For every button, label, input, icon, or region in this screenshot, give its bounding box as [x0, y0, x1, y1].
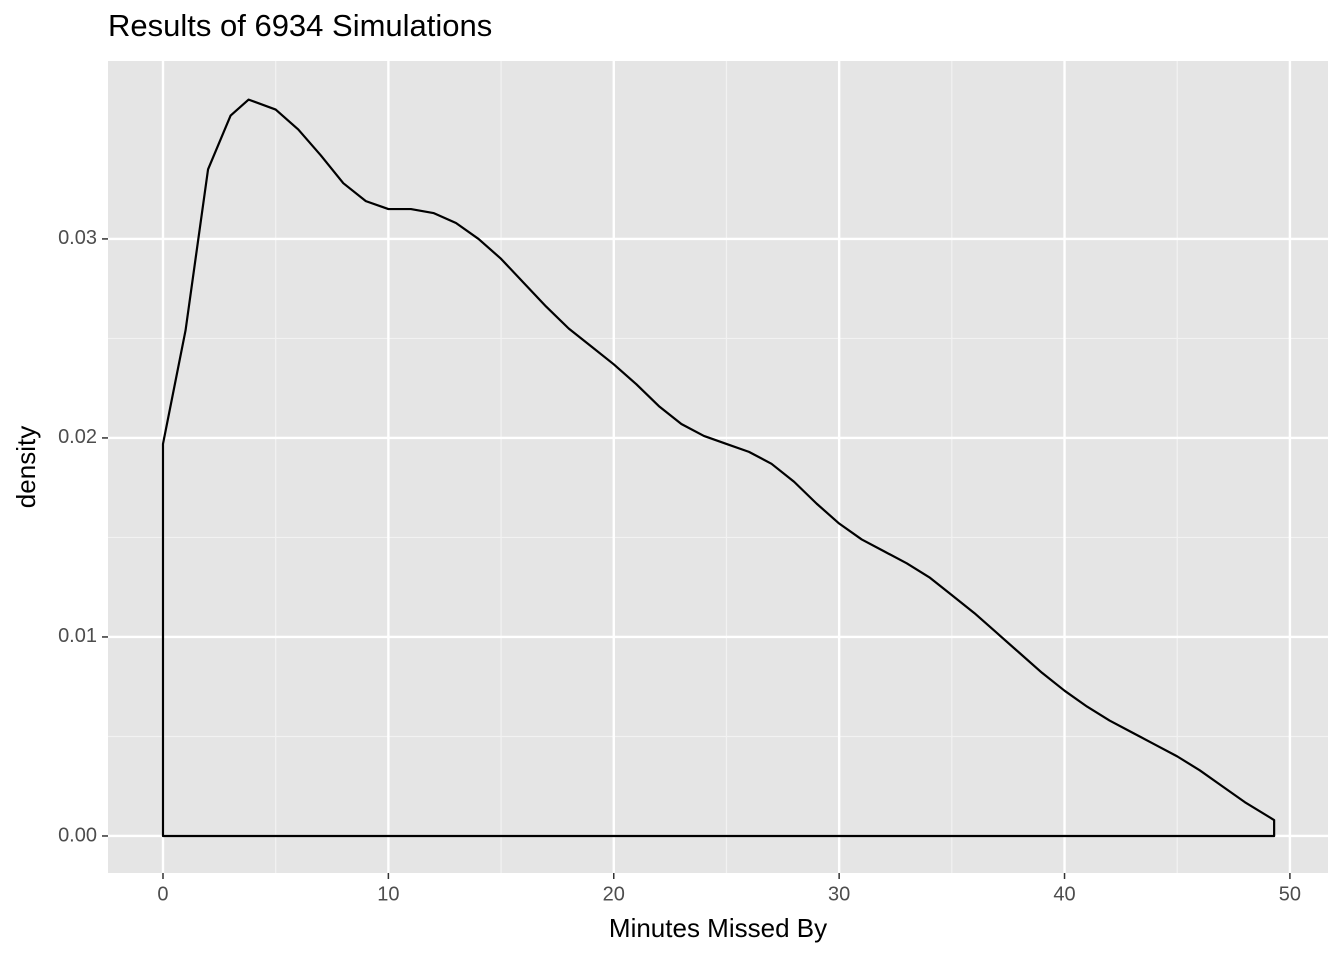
x-tick-label: 40 [1053, 883, 1075, 905]
y-tick-label: 0.02 [58, 426, 97, 448]
density-curve [161, 98, 1276, 838]
x-tick-label: 10 [377, 883, 399, 905]
x-tick-label: 30 [828, 883, 850, 905]
x-axis-title: Minutes Missed By [609, 913, 827, 943]
x-tick-label: 20 [603, 883, 625, 905]
panel-background [108, 61, 1328, 873]
y-tick-label: 0.00 [58, 824, 97, 846]
y-axis-title: density [11, 426, 41, 508]
chart-title: Results of 6934 Simulations [108, 8, 492, 43]
y-tick-label: 0.03 [58, 227, 97, 249]
x-tick-label: 0 [157, 883, 168, 905]
y-tick-label: 0.01 [58, 625, 97, 647]
x-tick-label: 50 [1279, 883, 1301, 905]
